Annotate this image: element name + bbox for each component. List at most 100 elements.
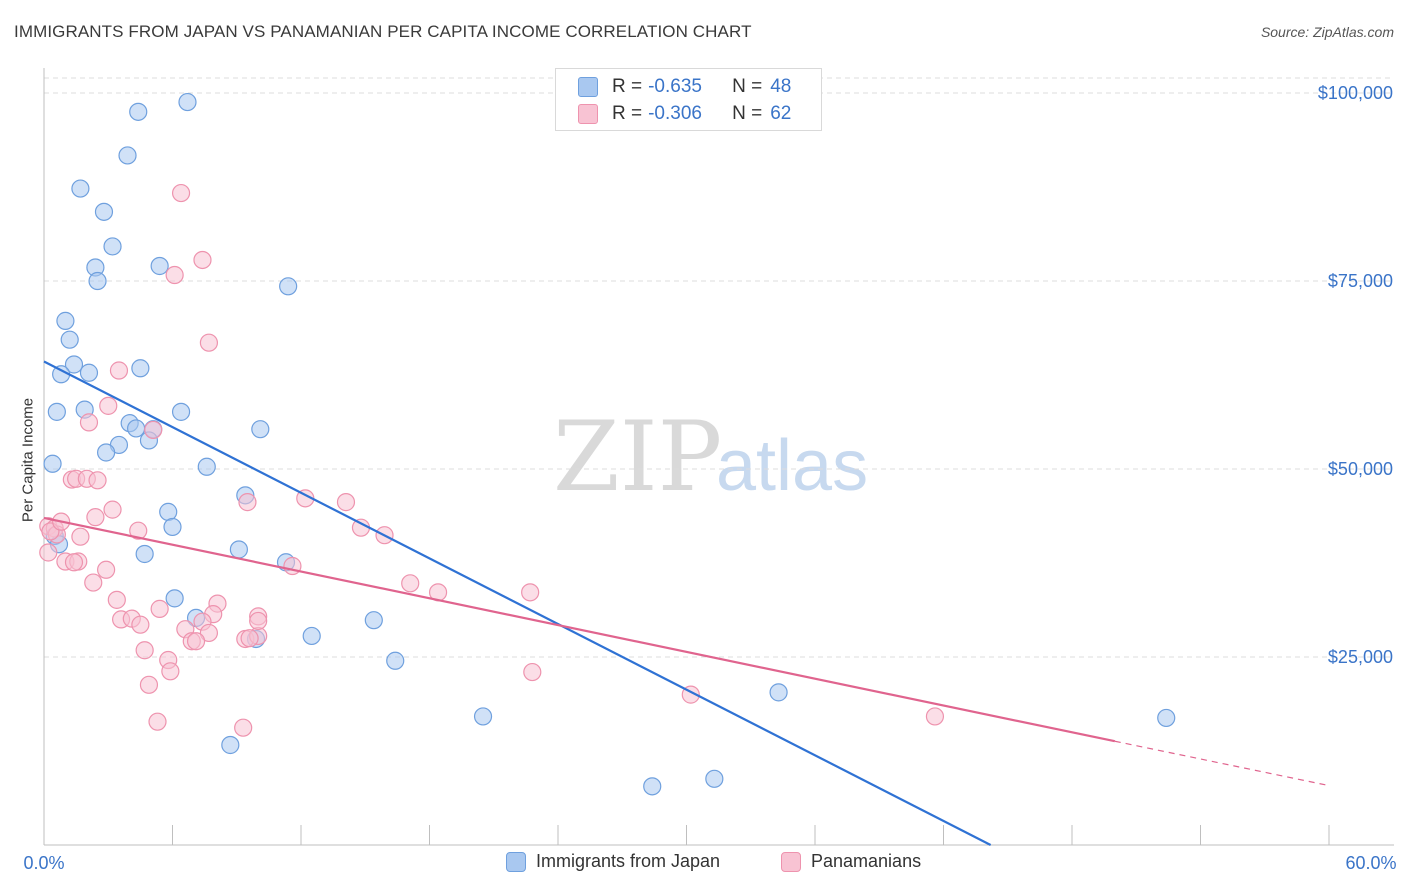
stats-r-value: -0.635 [648, 76, 702, 97]
point-panamanian [186, 632, 206, 651]
stats-row-japan: R = -0.635 N = 48 [578, 74, 791, 100]
legend-label-panamanians: Panamanians [811, 851, 922, 871]
point-panamanian [523, 662, 542, 682]
legend-swatch-panamanians [781, 851, 801, 872]
point-panamanian [165, 265, 184, 285]
point-panamanian [97, 560, 116, 579]
point-japan [150, 256, 169, 276]
point-panamanian [161, 662, 180, 681]
point-panamanian [84, 573, 103, 592]
point-panamanian [238, 493, 257, 512]
point-japan [165, 589, 184, 608]
point-panamanian [131, 615, 150, 634]
point-japan [178, 92, 197, 112]
trendline-japan [43, 360, 992, 846]
trendline-panamanians [43, 516, 1116, 743]
point-japan [135, 544, 154, 564]
point-panamanian [249, 611, 268, 631]
chart-title: IMMIGRANTS FROM JAPAN VS PANAMANIAN PER … [14, 22, 752, 41]
point-japan [302, 626, 321, 646]
point-japan [118, 146, 137, 165]
point-panamanian [109, 361, 129, 380]
point-japan [88, 271, 107, 291]
legend-item-panamanians[interactable]: Panamanians [781, 851, 921, 872]
point-japan [364, 611, 383, 630]
point-japan [129, 102, 148, 121]
point-japan [71, 179, 90, 198]
stats-n-value: 62 [770, 103, 792, 124]
point-panamanian [171, 183, 191, 203]
stats-n-value: 48 [770, 76, 792, 97]
point-japan [473, 707, 493, 726]
point-panamanian [925, 707, 945, 726]
point-panamanian [88, 471, 107, 490]
point-japan [229, 540, 248, 559]
watermark-zip: ZIP [553, 401, 722, 513]
point-japan [163, 517, 182, 537]
point-panamanian [86, 508, 105, 527]
point-japan [103, 237, 122, 256]
y-tick-label: $25,000 [1328, 647, 1393, 667]
point-panamanian [351, 518, 371, 537]
point-panamanian [79, 413, 99, 432]
point-panamanian [71, 527, 90, 546]
point-panamanian [135, 641, 154, 660]
point-panamanian [39, 543, 58, 562]
stats-swatch-panamanians [578, 104, 598, 124]
source-note: Source: ZipAtlas.com [1260, 24, 1394, 40]
stats-n-label: N = [732, 103, 763, 124]
point-japan [159, 502, 178, 521]
legend-swatch-japan [506, 851, 526, 872]
point-japan [94, 202, 114, 221]
point-panamanian [139, 675, 159, 694]
point-panamanian [64, 553, 84, 572]
point-japan [197, 457, 216, 476]
point-panamanian [521, 583, 540, 602]
y-tick-label: $50,000 [1328, 459, 1393, 479]
stats-legend-box: R = -0.635 N = 48 R = -0.306 N = 62 [555, 68, 822, 131]
y-tick-label: $100,000 [1318, 83, 1393, 103]
point-panamanian [150, 599, 169, 618]
point-japan [43, 454, 62, 473]
point-japan [171, 402, 191, 421]
point-panamanian [336, 493, 356, 512]
trendline-panamanians-extrapolated [1114, 740, 1330, 787]
legend-item-japan[interactable]: Immigrants from Japan [506, 851, 720, 872]
point-panamanian [199, 623, 219, 643]
point-panamanian [107, 590, 126, 609]
point-panamanian [148, 712, 167, 731]
point-japan [47, 402, 66, 421]
x-tick-label-min: 0.0% [23, 853, 64, 873]
point-japan [131, 359, 150, 378]
point-japan [126, 419, 146, 438]
stats-n-label: N = [732, 76, 763, 97]
stats-r-label: R = [612, 76, 643, 97]
point-japan [64, 355, 84, 374]
point-japan [97, 443, 116, 462]
point-panamanian [99, 396, 118, 415]
point-japan [769, 683, 788, 702]
point-panamanian [240, 629, 259, 648]
point-japan [79, 363, 99, 382]
legend-label-japan: Immigrants from Japan [536, 851, 721, 871]
point-panamanian [401, 574, 420, 593]
x-tick-label-max: 60.0% [1345, 853, 1396, 873]
point-panamanian [234, 718, 253, 737]
point-panamanian [199, 333, 219, 352]
point-japan [221, 735, 240, 755]
point-japan [386, 651, 405, 670]
stats-row-panamanians: R = -0.306 N = 62 [578, 101, 791, 127]
point-japan [251, 420, 270, 439]
point-japan [279, 277, 298, 296]
point-japan [56, 311, 75, 330]
point-japan [705, 769, 724, 788]
y-tick-label: $75,000 [1328, 271, 1393, 291]
point-panamanian [193, 250, 212, 270]
point-panamanian [103, 500, 122, 519]
stats-swatch-japan [578, 77, 598, 97]
stats-r-value: -0.306 [648, 103, 702, 124]
watermark-atlas: atlas [716, 426, 868, 506]
bottom-legend: Immigrants from Japan Panamanians [0, 851, 1406, 879]
point-panamanian [144, 420, 163, 440]
